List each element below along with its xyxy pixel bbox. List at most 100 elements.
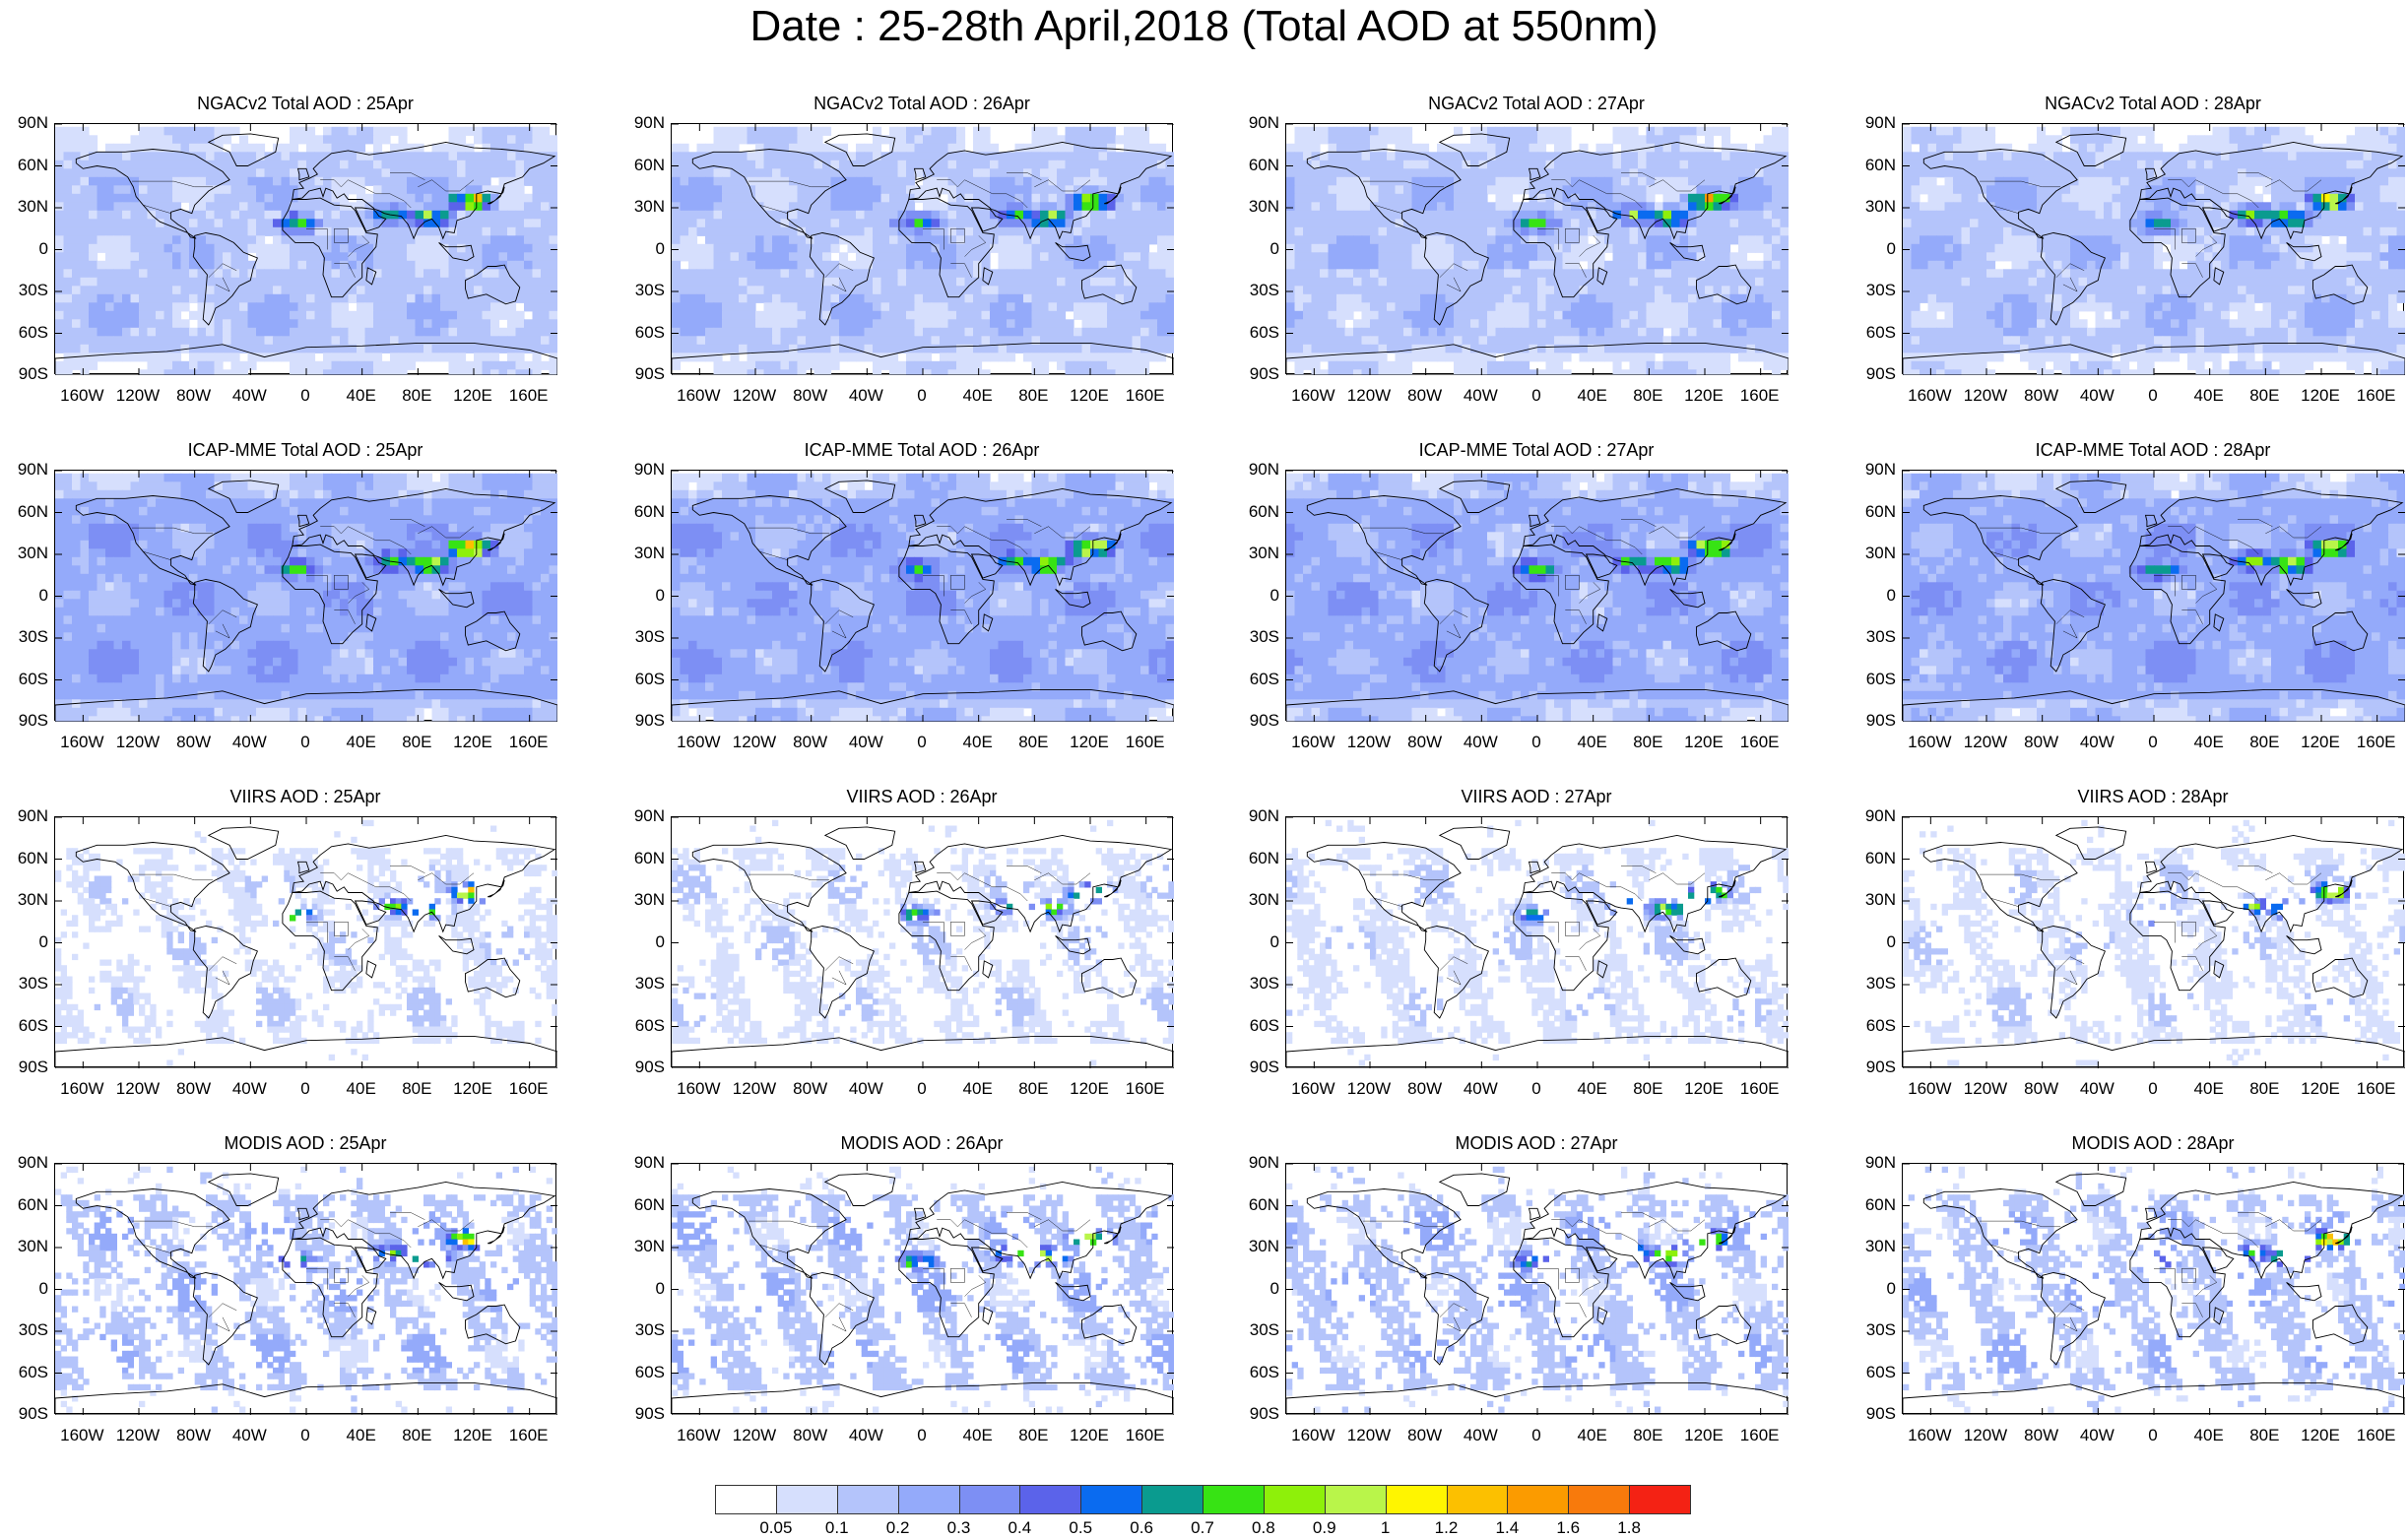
aod-cell [964,168,974,178]
aod-cell [847,319,857,329]
aod-cell [1729,286,1739,295]
aod-cell [914,185,924,195]
aod-cell [1579,226,1589,236]
aod-cell [672,260,682,270]
aod-cell [1655,176,1664,186]
aod-cell [672,160,682,169]
aod-cell [306,226,316,236]
aod-cell [189,360,199,370]
aod-cell [1722,260,1731,270]
aod-cell [1057,310,1067,320]
aod-cell [1090,360,1100,370]
aod-cell [223,353,232,362]
aod-cell [105,327,115,337]
aod-cell [1387,310,1397,320]
aod-cell [63,152,73,161]
aod-cell [1065,143,1074,153]
aod-cell [156,135,165,145]
aod-cell [1478,135,1488,145]
aod-cell [482,360,491,370]
aod-cell [373,135,383,145]
aod-cell [80,369,90,375]
aod-cell [498,202,508,212]
aod-cell [398,135,408,145]
aod-cell [448,353,458,362]
aod-cell [1115,277,1125,287]
aod-cell [524,226,534,236]
aod-cell [72,310,82,320]
aod-cell [722,143,732,153]
aod-cell [290,219,299,228]
aod-cell [1638,160,1648,169]
aod-cell [80,302,90,312]
aod-cell [923,243,933,253]
aod-cell [1755,293,1765,303]
aod-cell [139,286,149,295]
aod-cell [1679,226,1689,236]
aod-cell [1445,160,1455,169]
aod-cell [541,176,551,186]
aod-cell [1023,235,1033,245]
aod-cell [797,126,807,136]
aod-cell [113,243,123,253]
aod-cell [448,176,458,186]
aod-cell [739,202,748,212]
aod-cell [1403,193,1413,203]
aod-cell [889,327,899,337]
aod-cell [364,353,374,362]
aod-cell [1696,302,1706,312]
aod-cell [139,302,149,312]
aod-cell [964,327,974,337]
aod-cell [1705,277,1715,287]
aod-cell [532,360,542,370]
aod-cell [1729,310,1739,320]
aod-cell [515,126,525,136]
aod-cell [256,252,266,262]
aod-cell [1411,160,1421,169]
aod-cell [897,152,907,161]
aod-cell [474,160,484,169]
aod-cell [1344,310,1354,320]
aod-cell [206,344,216,353]
aod-cell [197,310,207,320]
aod-cell [549,135,557,145]
aod-cell [830,168,840,178]
aod-cell [214,260,224,270]
aod-cell [1023,344,1033,353]
aod-cell [465,160,475,169]
aod-cell [281,168,291,178]
aod-cell [1504,243,1514,253]
y-tick-label: 90N [5,113,48,133]
aod-cell [1157,353,1167,362]
aod-cell [532,219,542,228]
aod-cell [1763,269,1773,279]
x-tick-label: 80E [999,386,1068,406]
aod-cell [147,202,157,212]
aod-cell [1562,293,1572,303]
aod-cell [755,168,765,178]
aod-cell [105,219,115,228]
aod-cell [1294,185,1304,195]
aod-cell [1140,344,1150,353]
aod-cell [998,193,1008,203]
aod-cell [206,235,216,245]
aod-cell [713,310,723,320]
aod-cell [1763,176,1773,186]
aod-cell [789,302,799,312]
aod-cell [1445,193,1455,203]
aod-cell [1165,336,1174,346]
aod-cell [1763,202,1773,212]
aod-cell [931,219,941,228]
aod-cell [423,226,433,236]
aod-cell [314,176,324,186]
aod-cell [722,210,732,220]
aod-cell [1336,210,1346,220]
aod-cell [956,160,966,169]
aod-cell [739,293,748,303]
aod-cell [1074,210,1083,220]
aod-cell [931,226,941,236]
aod-cell [1512,243,1522,253]
aod-cell [1688,126,1698,136]
aod-cell [856,310,866,320]
aod-cell [1705,126,1715,136]
